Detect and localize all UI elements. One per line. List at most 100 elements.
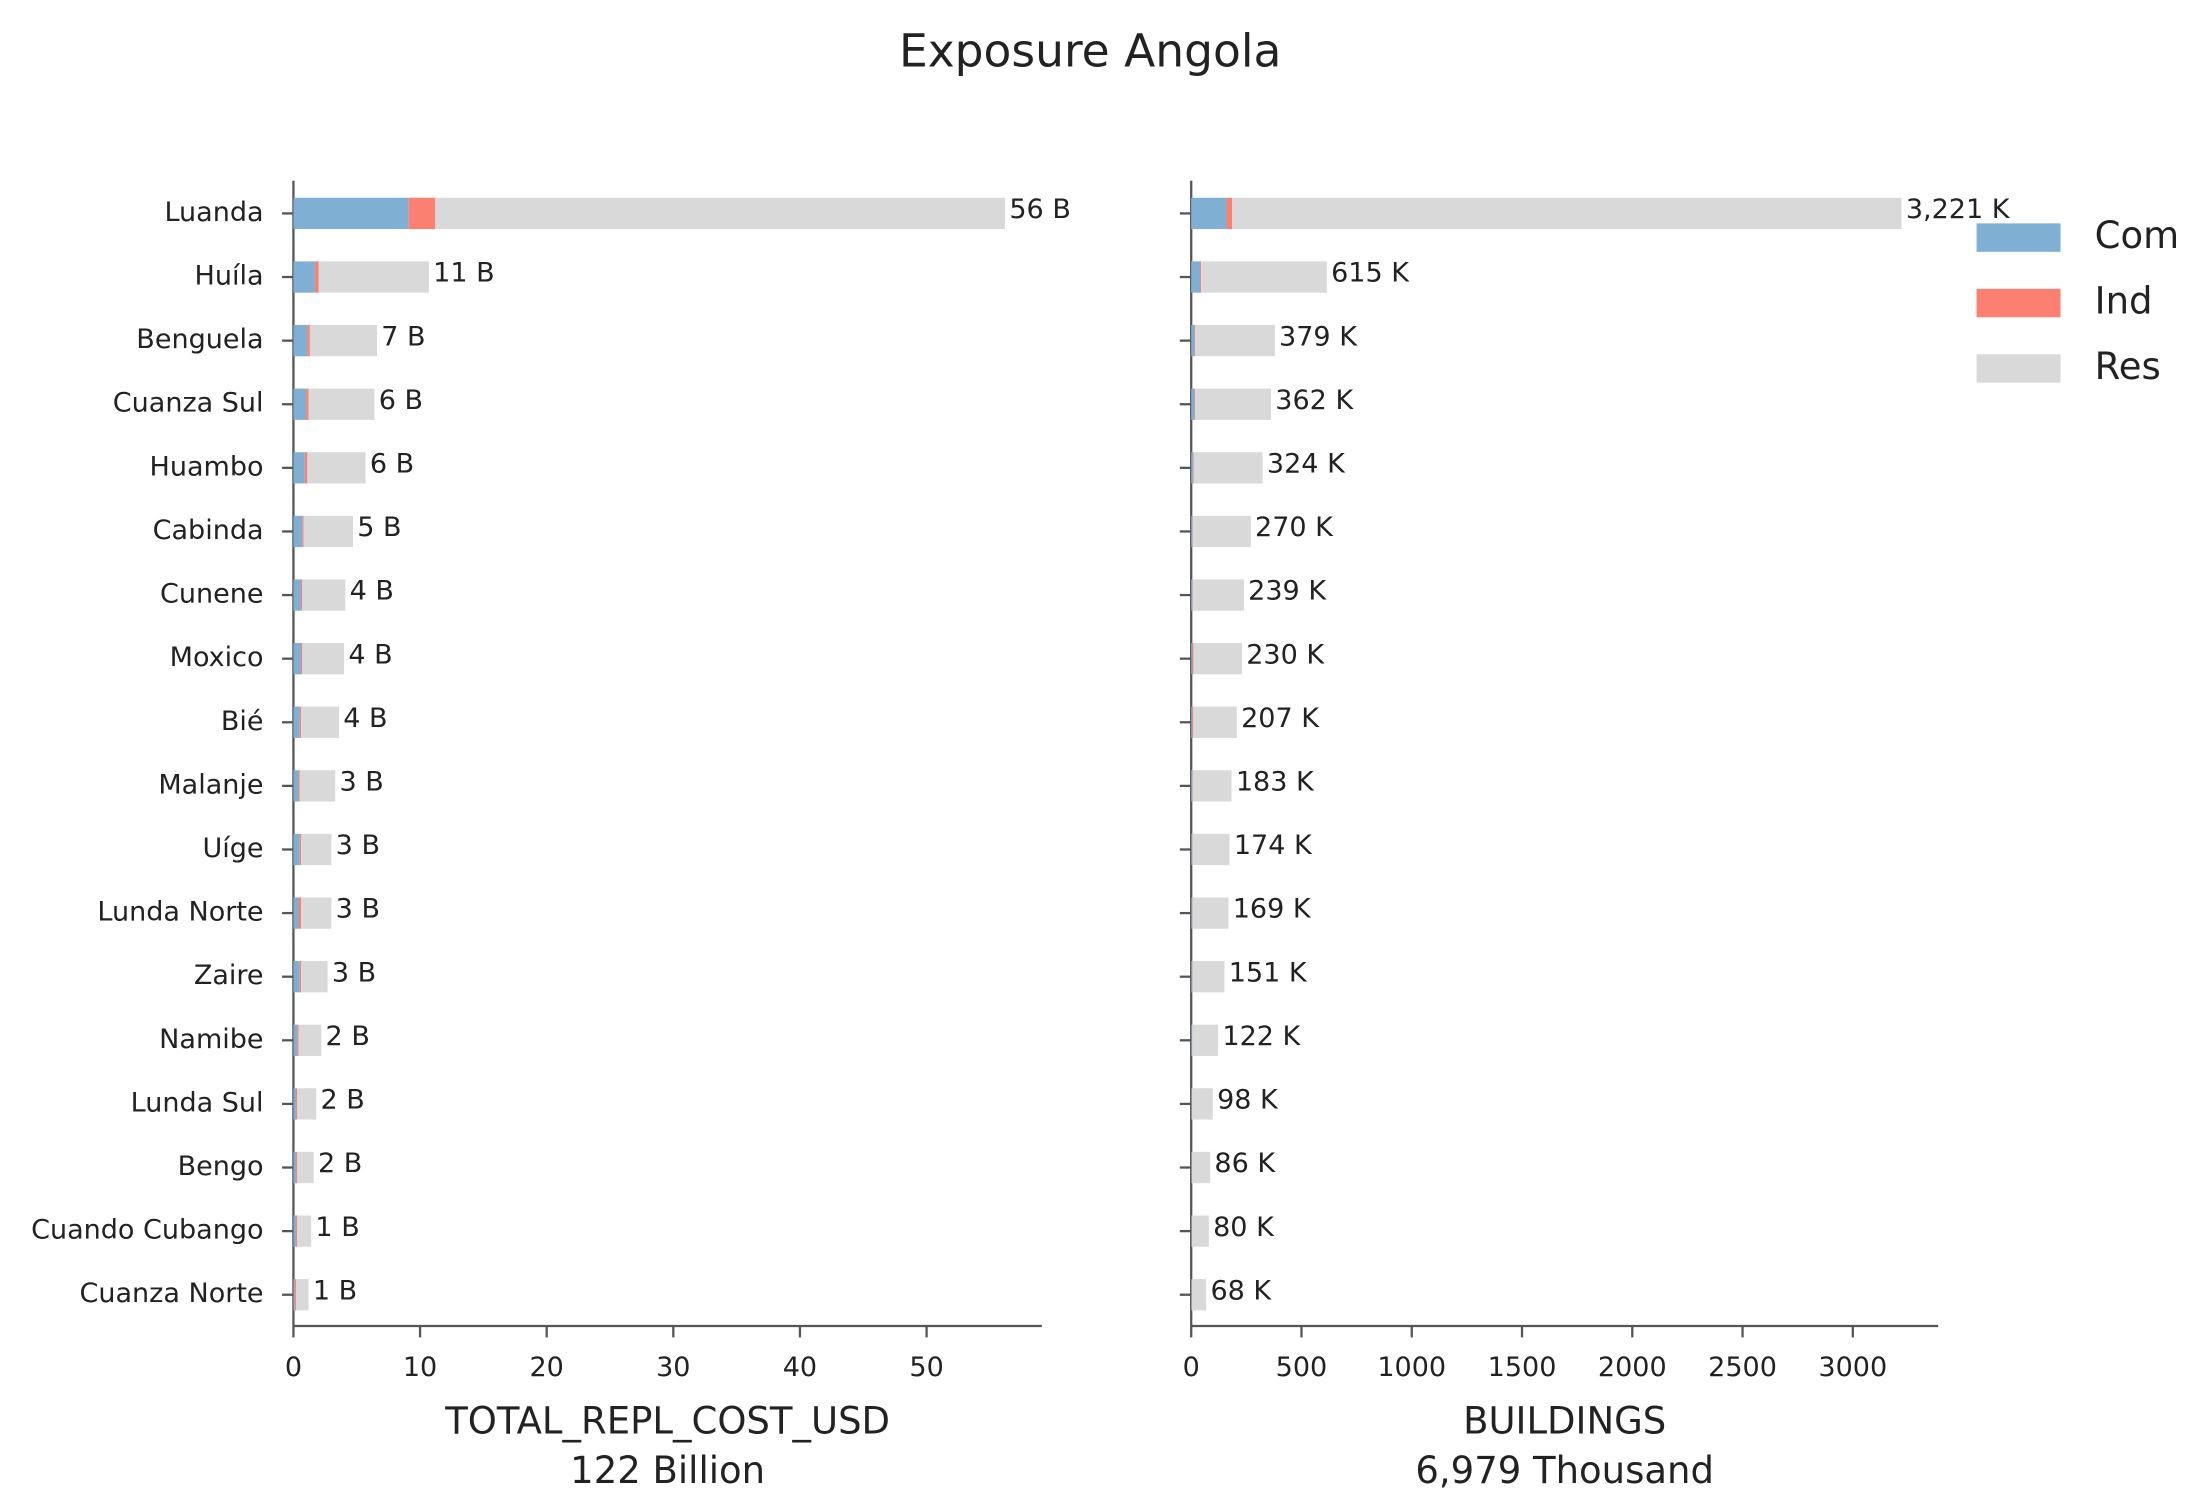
bar-segment	[435, 197, 1006, 230]
bar-segment	[1192, 643, 1194, 675]
bar-segment	[1192, 833, 1230, 866]
y-tick-label: Malanje	[158, 769, 263, 800]
bar-segment	[1200, 261, 1202, 293]
total-label: 6 B	[379, 385, 423, 416]
y-tick-label: Zaire	[194, 960, 264, 991]
bar-segment	[1191, 452, 1193, 484]
y-tick-label: Lunda Norte	[97, 897, 263, 928]
bar-segment	[293, 961, 300, 993]
total-label: 3 B	[336, 830, 380, 861]
legend-swatch	[1976, 354, 2061, 383]
bar-segment	[293, 1088, 296, 1120]
bar-segment	[1192, 961, 1225, 993]
bar-segment	[1191, 1279, 1207, 1311]
y-tick-label: Bié	[221, 706, 264, 737]
bar-segment	[1191, 897, 1192, 929]
x-tick-label: 20	[529, 1352, 563, 1383]
total-label: 207 K	[1241, 703, 1320, 734]
total-label: 379 K	[1279, 321, 1358, 352]
bar-segment	[1191, 1088, 1213, 1120]
bar-segment	[299, 961, 302, 993]
bar-segment	[297, 1215, 312, 1247]
total-label: 3 B	[336, 894, 380, 925]
bar-segment	[304, 452, 308, 484]
y-tick-label: Huíla	[195, 261, 264, 292]
bar-segment	[1192, 1024, 1219, 1056]
bar-segment	[1191, 388, 1195, 420]
total-label: 1 B	[313, 1275, 357, 1306]
y-tick-label: Cabinda	[153, 515, 264, 546]
bar-segment	[301, 643, 303, 675]
bar-segment	[297, 1088, 317, 1120]
bar-segment	[307, 452, 366, 484]
y-tick-label: Luanda	[164, 197, 263, 228]
bar-segment	[295, 1151, 298, 1184]
bar-segment	[1195, 388, 1272, 420]
bar-segment	[307, 324, 310, 357]
x-axis-label: TOTAL_REPL_COST_USD	[444, 1399, 890, 1442]
bar-segment	[1191, 1024, 1192, 1056]
bar-segment	[293, 197, 409, 230]
y-tick-label: Uíge	[202, 833, 263, 864]
total-label: 7 B	[381, 321, 425, 352]
legend-swatch	[1976, 223, 2061, 252]
total-label: 324 K	[1267, 449, 1346, 480]
bar-segment	[293, 897, 299, 929]
bar-segment	[302, 579, 346, 611]
bar-segment	[301, 897, 332, 929]
total-label: 2 B	[320, 1085, 364, 1116]
bar-segment	[318, 261, 429, 293]
bar-segment	[1191, 197, 1227, 230]
bar-segment	[293, 1024, 298, 1056]
bar-segment	[1191, 515, 1193, 548]
bar-segment	[1192, 706, 1193, 738]
bar-segment	[293, 1215, 296, 1247]
bar-segment	[297, 1151, 314, 1184]
y-tick-label: Cunene	[160, 579, 263, 610]
x-axis-label: 122 Billion	[570, 1449, 765, 1492]
bar-segment	[408, 197, 436, 230]
total-label: 239 K	[1248, 576, 1327, 607]
bar-segment	[1191, 706, 1193, 738]
bar-segment	[295, 1215, 298, 1247]
y-tick-label: Lunda Sul	[131, 1087, 264, 1118]
total-label: 4 B	[343, 703, 387, 734]
bar-segment	[1193, 452, 1263, 484]
bar-segment	[297, 1024, 299, 1056]
y-tick-label: Bengo	[178, 1151, 264, 1182]
total-label: 183 K	[1236, 767, 1315, 798]
bar-segment	[293, 261, 315, 293]
bar-segment	[298, 897, 302, 929]
x-tick-label: 3000	[1818, 1352, 1887, 1383]
legend-label: Res	[2095, 345, 2161, 388]
bar-segment	[1191, 770, 1193, 802]
bar-segment	[293, 706, 300, 738]
total-label: 68 K	[1210, 1275, 1272, 1306]
bar-segment	[1191, 324, 1195, 357]
bar-segment	[1201, 261, 1327, 293]
bar-segment	[299, 833, 302, 866]
bar-segment	[301, 579, 303, 611]
total-label: 2 B	[318, 1148, 362, 1179]
total-label: 122 K	[1222, 1021, 1301, 1052]
bar-segment	[294, 1279, 296, 1311]
bar-segment	[1191, 833, 1192, 866]
bar-segment	[302, 643, 345, 675]
bar-segment	[301, 706, 340, 738]
bar-segment	[309, 324, 378, 357]
x-axis-label: BUILDINGS	[1463, 1399, 1666, 1442]
total-label: 98 K	[1217, 1085, 1279, 1116]
x-tick-label: 1000	[1377, 1352, 1446, 1383]
bar-segment	[299, 706, 302, 738]
total-label: 3 B	[339, 767, 383, 798]
legend-label: Ind	[2095, 280, 2153, 323]
x-tick-label: 10	[403, 1352, 437, 1383]
bar-segment	[1195, 324, 1275, 357]
x-tick-label: 50	[909, 1352, 943, 1383]
bar-segment	[293, 770, 299, 802]
bar-segment	[1191, 961, 1192, 993]
x-tick-label: 0	[1183, 1352, 1200, 1383]
bar-segment	[293, 643, 302, 675]
bar-segment	[308, 388, 375, 420]
x-tick-label: 2000	[1598, 1352, 1667, 1383]
